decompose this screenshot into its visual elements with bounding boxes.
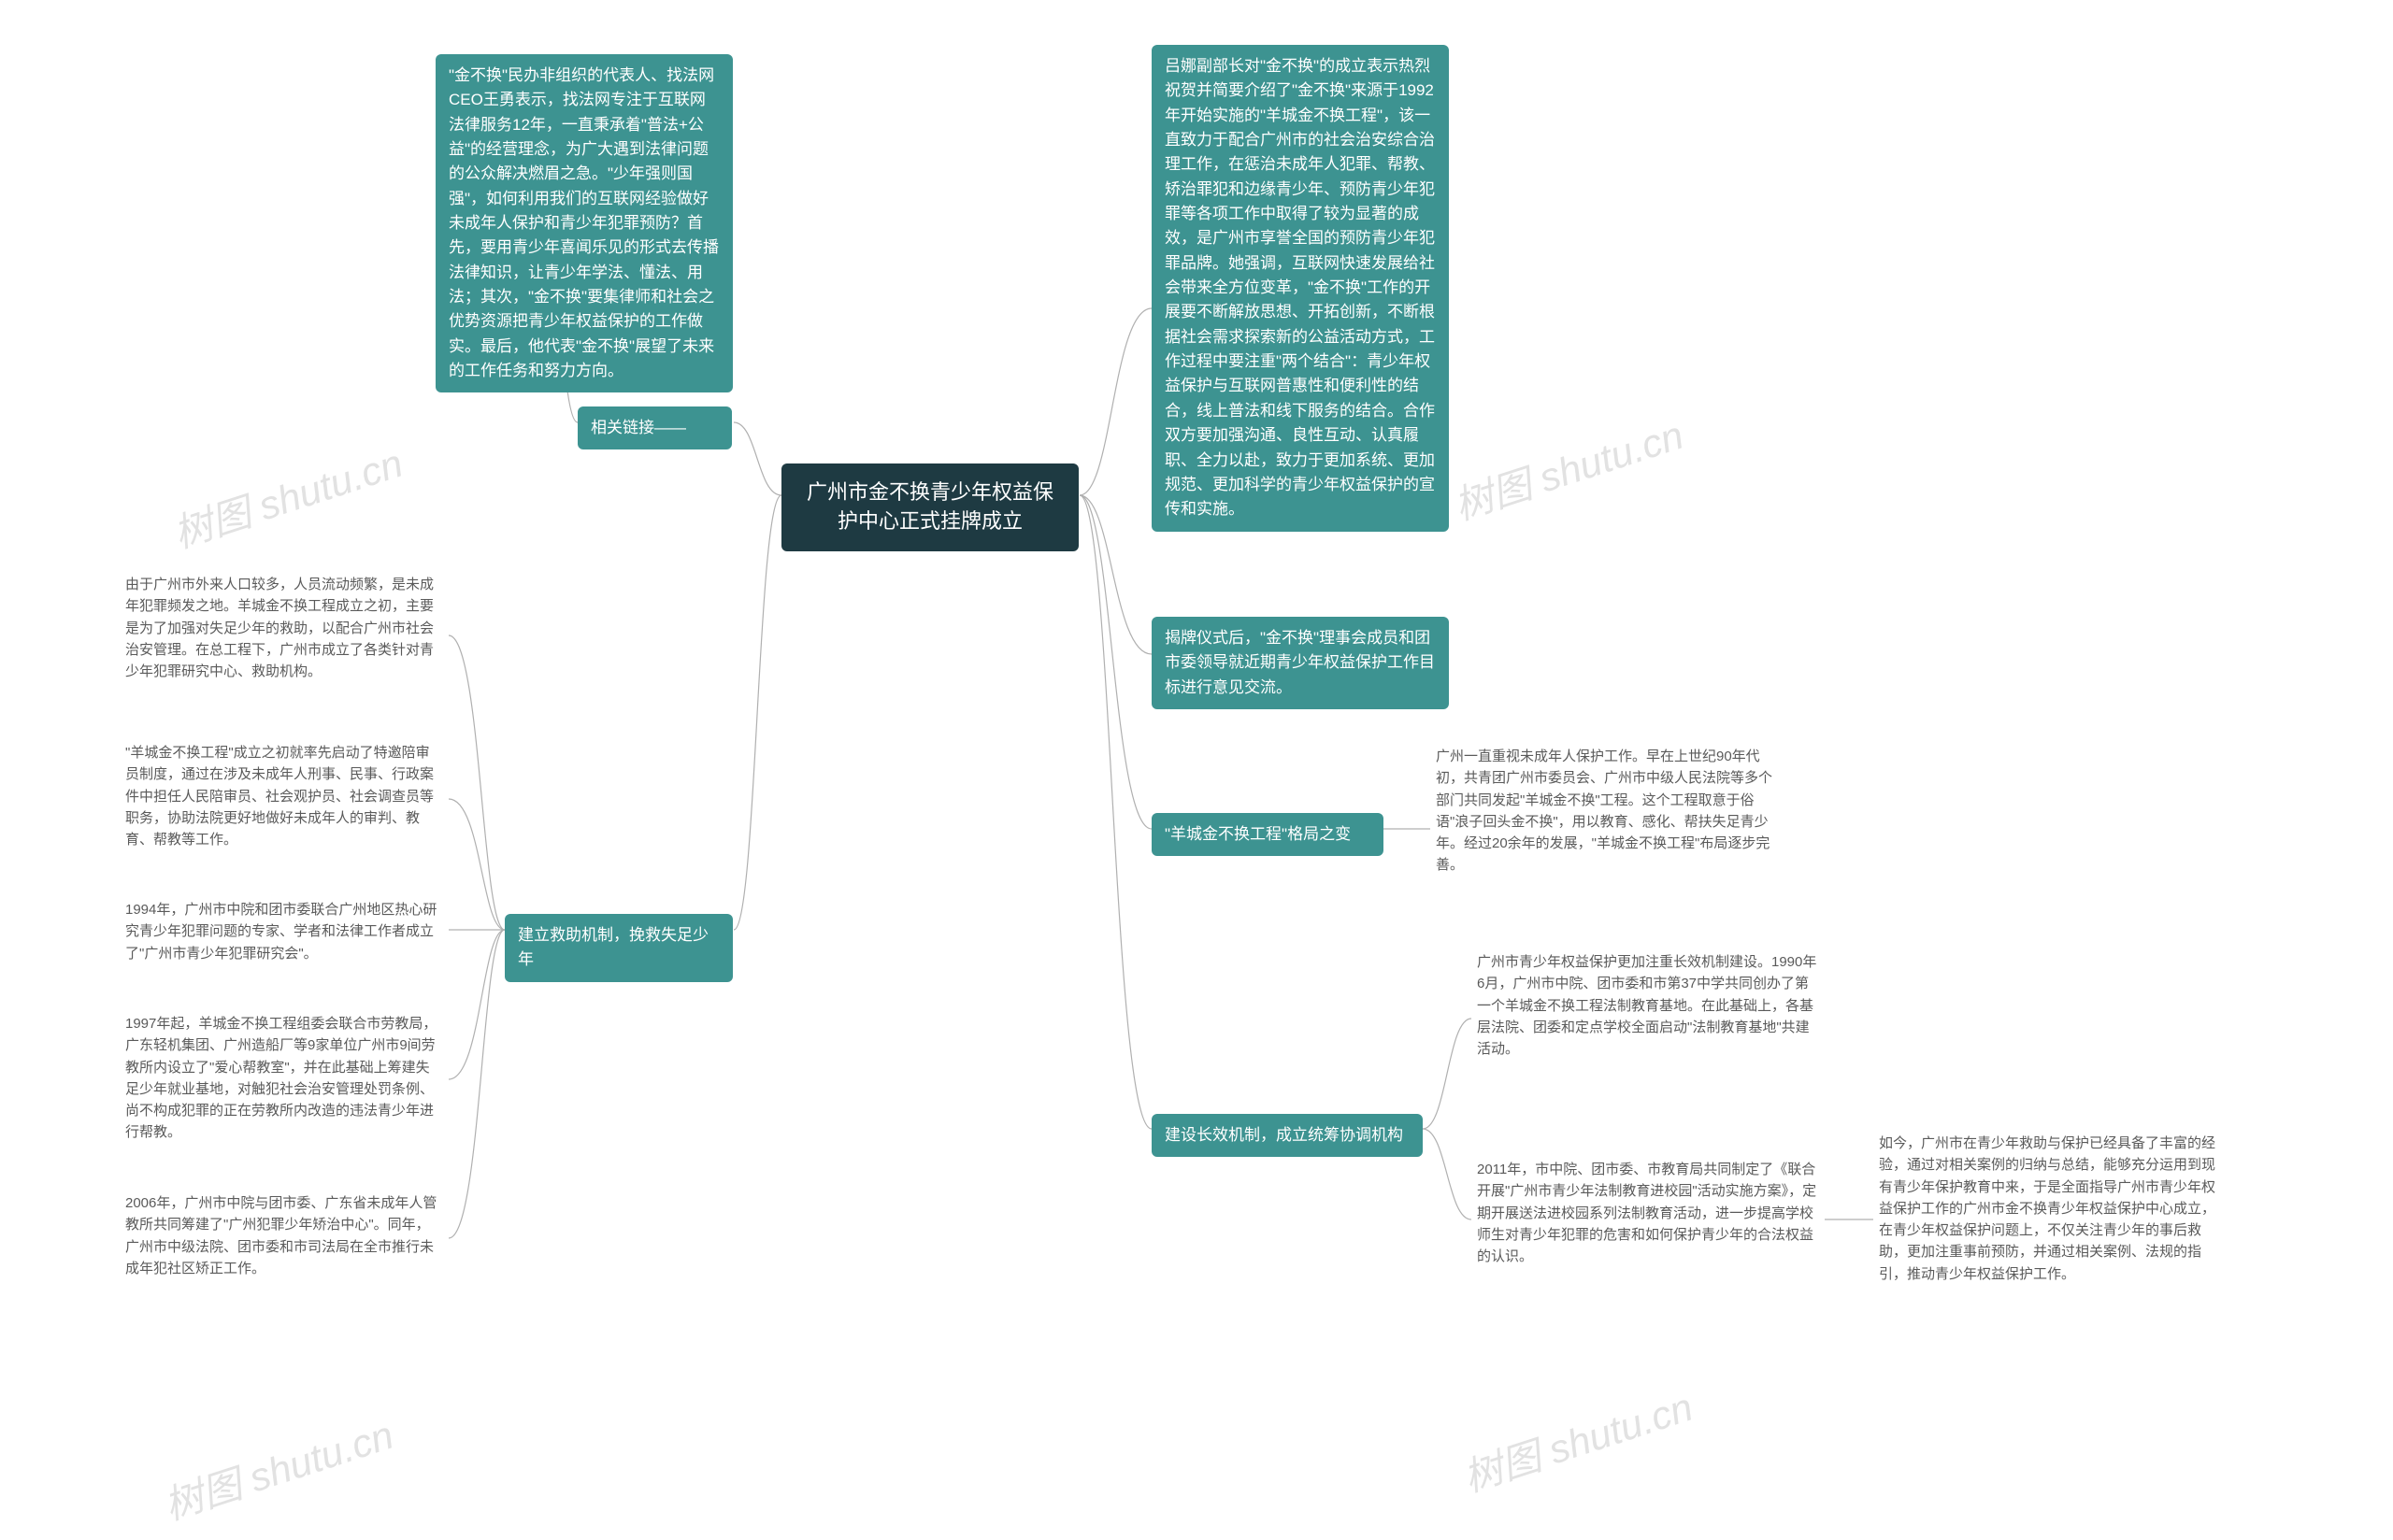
pattern-label[interactable]: "羊城金不换工程"格局之变 <box>1152 813 1383 856</box>
rescue-item: 1997年起，羊城金不换工程组委会联合市劳教局，广东轻机集团、广州造船厂等9家单… <box>120 1009 447 1148</box>
mechanism-item: 广州市青少年权益保护更加注重长效机制建设。1990年6月，广州市中院、团市委和市… <box>1471 948 1825 1063</box>
ceremony-body[interactable]: 揭牌仪式后，"金不换"理事会成员和团市委领导就近期青少年权益保护工作目标进行意见… <box>1152 617 1449 709</box>
watermark: 树图 shutu.cn <box>1446 404 1690 532</box>
pattern-body: 广州一直重视未成年人保护工作。早在上世纪90年代初，共青团广州市委员会、广州市中… <box>1430 742 1784 880</box>
links-body[interactable]: "金不换"民办非组织的代表人、找法网CEO王勇表示，找法网专注于互联网法律服务1… <box>436 54 733 392</box>
intro-body[interactable]: 吕娜副部长对"金不换"的成立表示热烈祝贺并简要介绍了"金不换"来源于1992年开… <box>1152 45 1449 532</box>
mechanism-label[interactable]: 建设长效机制，成立统筹协调机构 <box>1152 1114 1423 1157</box>
watermark: 树图 shutu.cn <box>1455 1376 1699 1504</box>
mechanism-item: 2011年，市中院、团市委、市教育局共同制定了《联合开展"广州市青少年法制教育进… <box>1471 1155 1825 1271</box>
watermark: 树图 shutu.cn <box>156 1404 400 1532</box>
rescue-label[interactable]: 建立救助机制，挽救失足少年 <box>505 914 733 982</box>
center-node[interactable]: 广州市金不换青少年权益保护中心正式挂牌成立 <box>781 463 1079 551</box>
rescue-item: 由于广州市外来人口较多，人员流动频繁，是未成年犯罪频发之地。羊城金不换工程成立之… <box>120 570 447 686</box>
watermark: 树图 shutu.cn <box>165 432 409 560</box>
rescue-item: 1994年，广州市中院和团市委联合广州地区热心研究青少年犯罪问题的专家、学者和法… <box>120 895 447 968</box>
rescue-item: 2006年，广州市中院与团市委、广东省未成年人管教所共同筹建了"广州犯罪少年矫治… <box>120 1189 447 1283</box>
links-label[interactable]: 相关链接—— <box>578 406 732 449</box>
mechanism-item: 如今，广州市在青少年救助与保护已经具备了丰富的经验，通过对相关案例的归纳与总结，… <box>1873 1129 2227 1289</box>
rescue-item: "羊城金不换工程"成立之初就率先启动了特邀陪审员制度，通过在涉及未成年人刑事、民… <box>120 738 447 854</box>
